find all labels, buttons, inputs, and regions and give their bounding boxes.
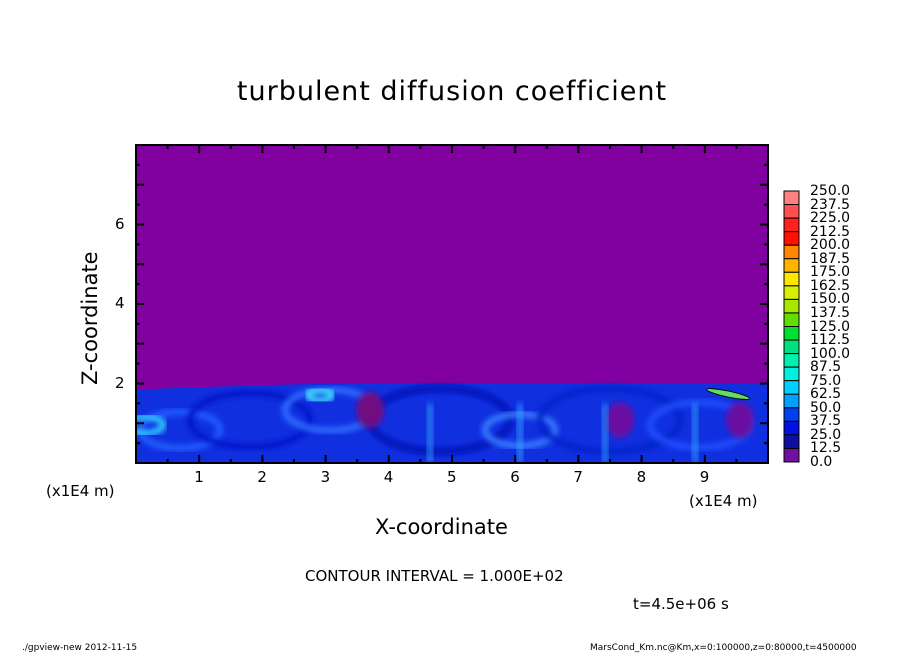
colorbar-label: 100.0 (810, 345, 851, 362)
eddy-streak (305, 386, 335, 404)
x-tick-label: 1 (194, 468, 204, 486)
colorbar-label: 0.0 (810, 454, 833, 470)
colorbar-label: 37.5 (810, 413, 842, 430)
colorbar-swatch (783, 339, 800, 355)
x-tick-label: 6 (510, 468, 520, 486)
eddy-streak (187, 390, 313, 450)
time-label: t=4.5e+06 s (633, 595, 729, 613)
low-value-patch (606, 402, 634, 438)
colorbar-label: 175.0 (810, 264, 851, 281)
plume-streak (427, 403, 433, 463)
colorbar-label: 150.0 (810, 291, 851, 308)
x-tick-label: 4 (383, 468, 394, 486)
plume-streak (517, 403, 523, 463)
colorbar-swatch (783, 380, 800, 395)
colorbar-label: 112.5 (810, 332, 851, 349)
low-value-patch (726, 402, 754, 438)
x-tick-label: 7 (573, 468, 583, 486)
y-axis-label: Z-coordinate (78, 251, 102, 385)
colorbar-swatch (783, 190, 800, 206)
colorbar-swatch (783, 231, 800, 246)
eddy-streak (136, 413, 166, 437)
x-tick-label: 9 (699, 468, 710, 486)
colorbar-swatch (783, 366, 800, 382)
colorbar-swatch (783, 393, 800, 409)
colorbar-label: 62.5 (810, 386, 842, 403)
field-layer (136, 383, 768, 463)
eddy-streak (537, 385, 683, 455)
colorbar-label: 162.5 (810, 277, 851, 294)
colorbar-swatch (783, 244, 800, 260)
colorbar-swatch (783, 258, 800, 273)
colorbar-label: 237.5 (810, 196, 851, 213)
y-tick-label: 6 (115, 214, 125, 233)
x-unit-label: (x1E4 m) (46, 482, 115, 500)
colorbar-label: 75.0 (810, 372, 842, 389)
colorbar-label: 187.5 (810, 250, 851, 267)
colorbar-label: 200.0 (810, 237, 851, 254)
contour-interval: CONTOUR INTERVAL = 1.000E+02 (305, 567, 564, 585)
y-tick-label: 2 (115, 373, 125, 392)
chart-title: turbulent diffusion coefficient (236, 76, 668, 107)
colorbar-swatch (783, 204, 800, 219)
colorbar-label: 137.5 (810, 304, 851, 321)
colorbar-label: 225.0 (810, 210, 851, 227)
colorbar-label: 212.5 (810, 223, 851, 240)
colorbar-swatch (783, 312, 800, 328)
plume-streak (692, 403, 698, 463)
footer-left: ./gpview-new 2012-11-15 (22, 643, 138, 653)
x-tick-label: 8 (636, 468, 647, 486)
colorbar-swatch (783, 434, 800, 449)
colorbar-swatch (783, 271, 800, 287)
colorbar-label: 12.5 (810, 440, 842, 457)
x-unit-label-right: (x1E4 m) (689, 492, 758, 510)
colorbar-swatch (783, 326, 800, 341)
colorbar-swatch (783, 420, 800, 436)
plume-streak (602, 403, 608, 463)
colorbar-swatch (783, 407, 800, 422)
colorbar-swatch (783, 353, 800, 368)
footer-right: MarsCond_Km.nc@Km,x=0:100000,z=0:80000,t… (590, 643, 857, 653)
colorbar-label: 87.5 (810, 359, 842, 376)
colorbar-label: 25.0 (810, 426, 842, 443)
colorbar-swatch (783, 298, 800, 314)
colorbar-swatch (783, 285, 800, 300)
low-value-patch (356, 392, 384, 428)
colorbar-label: 250.0 (810, 183, 851, 199)
colorbar-label: 50.0 (810, 399, 842, 416)
colorbar-swatch (783, 217, 800, 233)
high-value-contour (705, 388, 751, 400)
y-tick-label: 4 (115, 294, 125, 312)
x-tick-label: 2 (257, 468, 267, 486)
colorbar-label: 125.0 (810, 318, 851, 335)
x-axis-label: X-coordinate (375, 515, 508, 539)
x-tick-label: 3 (320, 468, 331, 486)
x-tick-label: 5 (447, 468, 457, 486)
colorbar-swatch (783, 447, 800, 463)
